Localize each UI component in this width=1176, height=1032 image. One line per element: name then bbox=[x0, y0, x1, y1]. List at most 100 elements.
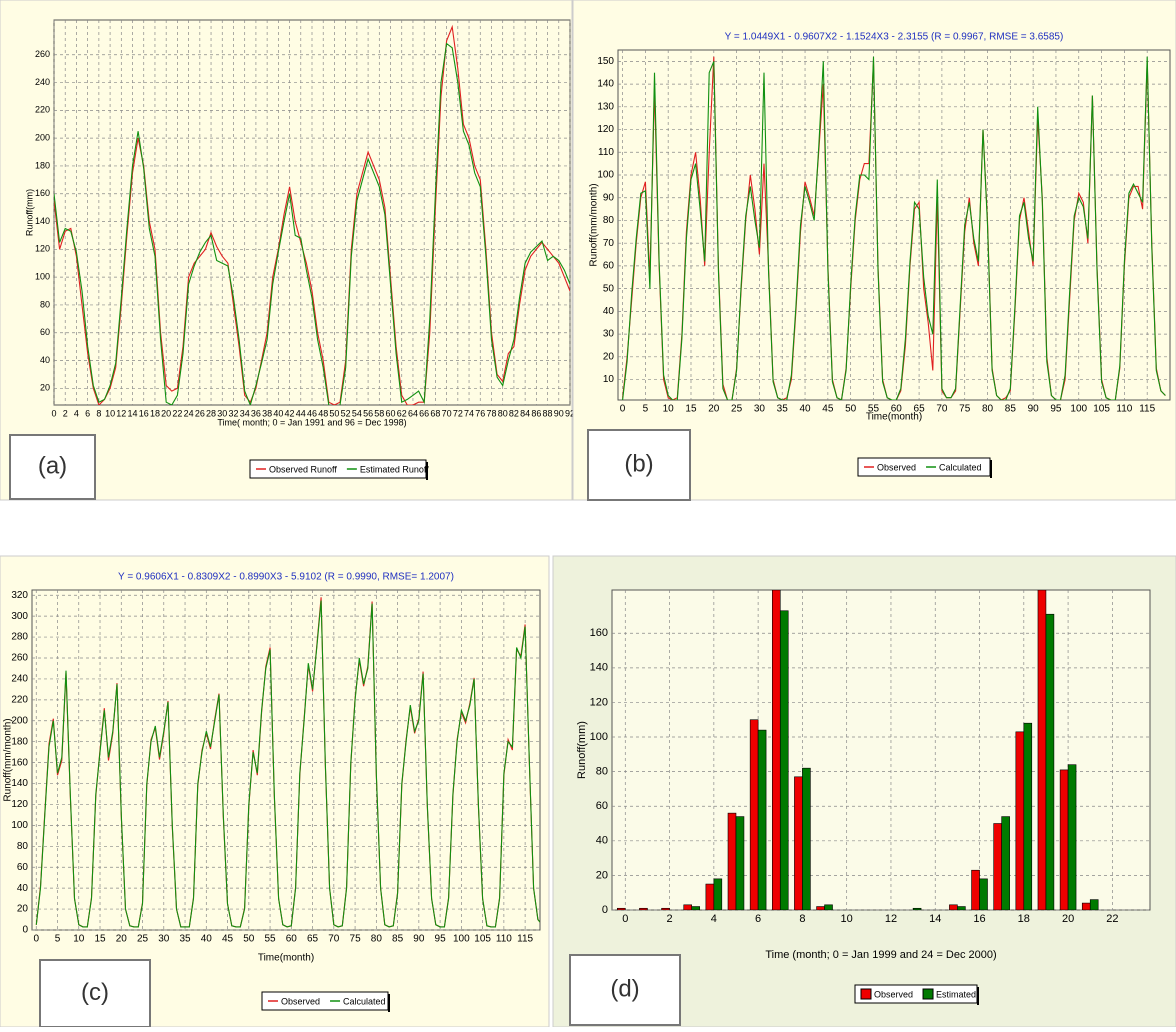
bar bbox=[779, 610, 789, 910]
y-tick-label: 200 bbox=[11, 715, 28, 726]
y-tick-label: 100 bbox=[597, 170, 614, 181]
x-tick-label: 30 bbox=[754, 404, 766, 415]
panel-label-box bbox=[9, 434, 96, 500]
x-tick-label: 70 bbox=[442, 408, 452, 418]
y-axis-label: Runoff(mm/month) bbox=[589, 183, 600, 266]
bar bbox=[1045, 613, 1055, 910]
y-tick-label: 80 bbox=[17, 841, 29, 852]
x-tick-label: 90 bbox=[1028, 404, 1040, 415]
bar bbox=[735, 816, 745, 910]
y-tick-label: 140 bbox=[590, 662, 608, 674]
y-tick-label: 120 bbox=[590, 696, 608, 708]
x-tick-label: 54 bbox=[352, 408, 362, 418]
y-tick-label: 240 bbox=[11, 674, 28, 685]
x-tick-label: 0 bbox=[51, 408, 56, 418]
y-tick-label: 40 bbox=[40, 355, 50, 365]
x-tick-label: 44 bbox=[296, 408, 306, 418]
y-tick-label: 140 bbox=[11, 778, 28, 789]
panel-label-box bbox=[587, 429, 691, 501]
bar bbox=[1001, 816, 1010, 910]
panel-label: (d) bbox=[610, 975, 639, 1002]
x-tick-label: 38 bbox=[262, 408, 272, 418]
y-tick-label: 30 bbox=[603, 329, 615, 340]
y-tick-label: 20 bbox=[17, 904, 29, 915]
x-tick-label: 66 bbox=[419, 408, 429, 418]
x-tick-label: 46 bbox=[307, 408, 317, 418]
chart-title: Y = 1.0449X1 - 0.9607X2 - 1.1524X3 - 2.3… bbox=[725, 32, 1064, 43]
x-tick-label: 92 bbox=[565, 408, 575, 418]
x-tick-label: 55 bbox=[868, 404, 880, 415]
x-axis-label: Time(month) bbox=[866, 412, 922, 423]
x-tick-label: 28 bbox=[206, 408, 216, 418]
x-tick-label: 58 bbox=[374, 408, 384, 418]
panel-label: (a) bbox=[38, 452, 67, 479]
panel-label: (b) bbox=[624, 450, 653, 477]
x-tick-label: 100 bbox=[1070, 404, 1087, 415]
bar bbox=[957, 906, 966, 910]
x-tick-label: 65 bbox=[914, 404, 926, 415]
x-tick-label: 10 bbox=[841, 913, 853, 925]
panel-label-box bbox=[39, 959, 151, 1028]
y-tick-label: 50 bbox=[603, 283, 615, 294]
bar bbox=[979, 878, 988, 910]
x-tick-label: 48 bbox=[318, 408, 328, 418]
x-tick-label: 35 bbox=[179, 934, 191, 945]
chart-title: Y = 0.9606X1 - 0.8309X2 - 0.8990X3 - 5.9… bbox=[118, 572, 454, 583]
x-tick-label: 50 bbox=[329, 408, 339, 418]
x-tick-label: 115 bbox=[1139, 404, 1155, 415]
x-tick-label: 95 bbox=[1050, 404, 1062, 415]
x-tick-label: 62 bbox=[397, 408, 407, 418]
legend-shadow bbox=[990, 460, 992, 478]
y-tick-label: 20 bbox=[40, 383, 50, 393]
x-tick-label: 45 bbox=[222, 934, 234, 945]
x-tick-label: 5 bbox=[643, 404, 649, 415]
legend-label: Calculated bbox=[343, 996, 386, 1006]
bar bbox=[824, 904, 833, 910]
plot-area bbox=[617, 49, 1171, 401]
y-tick-label: 80 bbox=[603, 215, 615, 226]
x-tick-label: 0 bbox=[33, 934, 39, 945]
x-tick-label: 105 bbox=[1093, 404, 1110, 415]
x-tick-label: 12 bbox=[885, 913, 897, 925]
y-tick-label: 150 bbox=[597, 56, 614, 67]
y-tick-label: 130 bbox=[597, 101, 614, 112]
x-tick-label: 16 bbox=[973, 913, 985, 925]
bar bbox=[661, 907, 670, 910]
x-tick-label: 56 bbox=[363, 408, 373, 418]
legend-label: Estimated Runoff bbox=[360, 464, 429, 474]
bar bbox=[1067, 764, 1077, 910]
y-tick-label: 40 bbox=[17, 883, 29, 894]
y-tick-label: 200 bbox=[35, 133, 50, 143]
y-tick-label: 180 bbox=[35, 160, 50, 170]
panel-label-box bbox=[569, 954, 681, 1026]
y-axis-label: Runoff(mm/month) bbox=[3, 718, 14, 801]
x-tick-label: 60 bbox=[386, 408, 396, 418]
x-tick-label: 2 bbox=[667, 913, 673, 925]
x-tick-label: 40 bbox=[799, 404, 811, 415]
bar bbox=[912, 907, 922, 910]
legend-label: Estimated bbox=[936, 989, 976, 999]
y-tick-label: 240 bbox=[35, 77, 50, 87]
x-tick-label: 18 bbox=[150, 408, 160, 418]
x-tick-label: 20 bbox=[116, 934, 128, 945]
bar bbox=[949, 904, 958, 910]
x-tick-label: 45 bbox=[822, 404, 834, 415]
y-tick-label: 120 bbox=[11, 799, 28, 810]
x-tick-label: 10 bbox=[663, 404, 675, 415]
x-axis-label: Time (month; 0 = Jan 1999 and 24 = Dec 2… bbox=[765, 949, 996, 961]
bar bbox=[757, 729, 767, 910]
x-tick-label: 85 bbox=[392, 934, 404, 945]
x-tick-label: 68 bbox=[430, 408, 440, 418]
bar bbox=[727, 812, 737, 910]
y-tick-label: 260 bbox=[11, 653, 28, 664]
x-tick-label: 34 bbox=[240, 408, 250, 418]
y-tick-label: 40 bbox=[603, 306, 615, 317]
x-tick-label: 64 bbox=[408, 408, 418, 418]
x-tick-label: 14 bbox=[128, 408, 138, 418]
y-tick-label: 140 bbox=[597, 79, 614, 90]
y-tick-label: 60 bbox=[40, 327, 50, 337]
x-tick-label: 50 bbox=[845, 404, 857, 415]
y-tick-label: 300 bbox=[11, 611, 28, 622]
y-tick-label: 70 bbox=[603, 238, 615, 249]
